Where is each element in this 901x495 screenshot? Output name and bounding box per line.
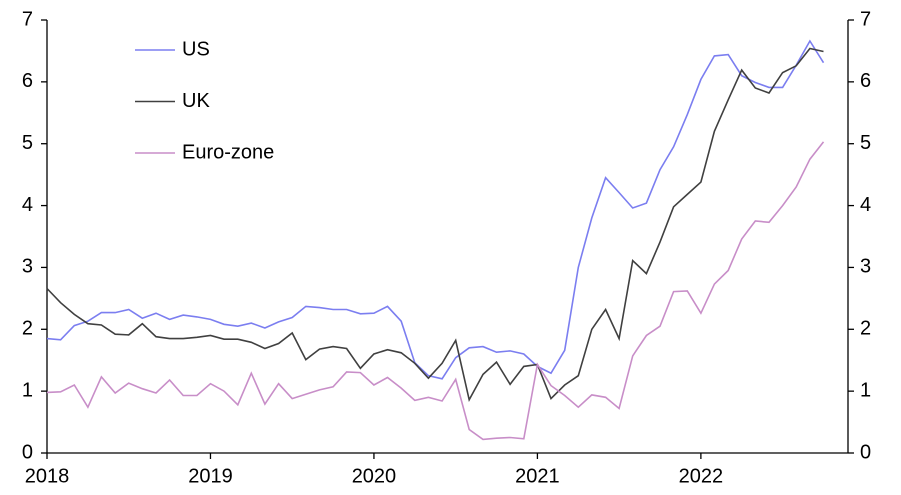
y-tick-label: 7 xyxy=(22,8,33,30)
y2-tick-label: 5 xyxy=(860,132,871,154)
y2-tick-label: 4 xyxy=(860,194,871,216)
series-line xyxy=(46,39,825,380)
legend-label: UK xyxy=(182,90,210,112)
y2-tick-label: 7 xyxy=(860,8,871,30)
x-tick-label: 2018 xyxy=(25,465,70,487)
legend-label: US xyxy=(182,38,210,60)
y-tick-label: 2 xyxy=(22,318,33,340)
y-tick-label: 6 xyxy=(22,70,33,92)
legend-label: Euro-zone xyxy=(182,141,274,163)
y2-tick-label: 1 xyxy=(860,379,871,401)
y2-tick-label: 2 xyxy=(860,318,871,340)
y2-tick-label: 3 xyxy=(860,256,871,278)
x-tick-label: 2022 xyxy=(679,465,724,487)
y-tick-label: 1 xyxy=(22,379,33,401)
series-line xyxy=(46,141,825,441)
series-line xyxy=(46,47,824,403)
y-tick-label: 4 xyxy=(22,194,33,216)
y-tick-label: 0 xyxy=(22,441,33,463)
x-tick-label: 2021 xyxy=(515,465,560,487)
x-tick-label: 2020 xyxy=(352,465,397,487)
x-tick-label: 2019 xyxy=(188,465,233,487)
y2-tick-label: 6 xyxy=(860,70,871,92)
y-tick-label: 3 xyxy=(22,256,33,278)
y-tick-label: 5 xyxy=(22,132,33,154)
y2-tick-label: 0 xyxy=(860,441,871,463)
